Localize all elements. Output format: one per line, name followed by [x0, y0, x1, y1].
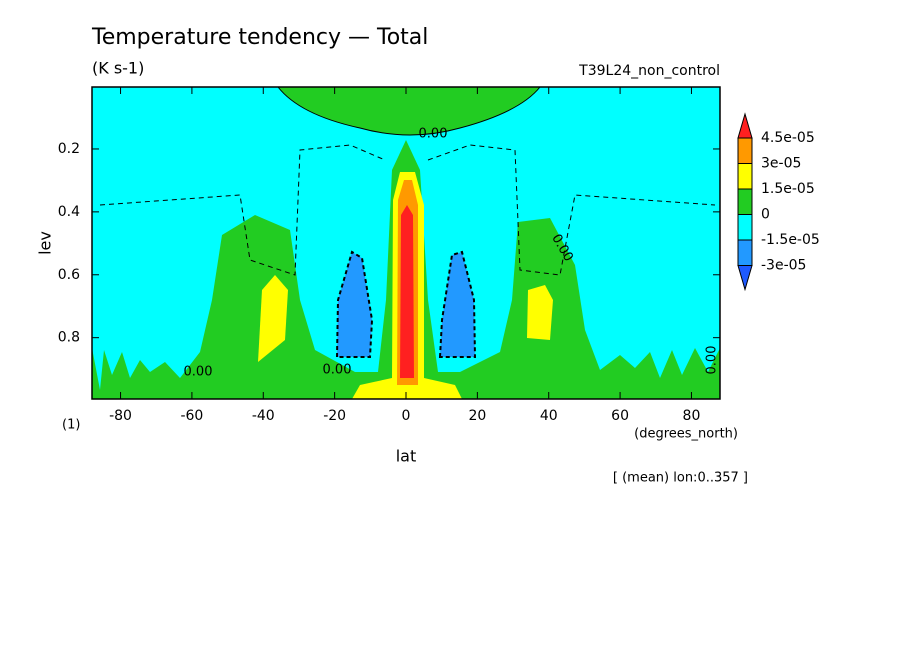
y-tick-label: 0.8	[58, 330, 80, 346]
footnote: [ (mean) lon:0..357 ]	[613, 471, 748, 486]
x-tick-label: -40	[252, 408, 275, 424]
chart-title: Temperature tendency — Total	[91, 25, 428, 50]
colorbar-label: 0	[761, 207, 770, 223]
chart-subtitle: (K s-1)	[92, 59, 144, 78]
region	[258, 275, 288, 362]
x-tick-label: -20	[323, 408, 346, 424]
colorbar-band	[737, 214, 753, 241]
x-axis-label: lat	[396, 447, 417, 466]
plot-area: 0.000.00 0.000.000.00	[92, 86, 720, 399]
x-tick-label: 0	[402, 408, 411, 424]
region	[337, 252, 372, 357]
colorbar-band	[737, 137, 753, 164]
region	[400, 205, 414, 378]
y-tick-label: 0.6	[58, 267, 80, 283]
colorbar-label: 3e-05	[761, 156, 801, 172]
colorbar-label: -1.5e-05	[761, 232, 820, 248]
x-tick-label: 60	[611, 408, 629, 424]
x-tick-label: 20	[468, 408, 486, 424]
colorbar-band	[737, 188, 753, 215]
x-tick-label: 40	[540, 408, 558, 424]
contour-label: 0.00	[184, 365, 213, 380]
x-unit: (degrees_north)	[634, 427, 738, 442]
contour-label: 0.00	[323, 363, 352, 378]
colorbar-arrow	[737, 265, 753, 292]
contour-label: 0.00	[705, 346, 720, 375]
colorbar-band	[737, 239, 753, 266]
colorbar-label: 4.5e-05	[761, 130, 815, 146]
colorbar-arrow	[737, 112, 753, 139]
y-tick-label: 0.4	[58, 204, 80, 220]
region	[527, 285, 553, 340]
contour-label: 0.00	[419, 127, 448, 142]
x-tick-label: 80	[683, 408, 701, 424]
y-tick-label: 0.2	[58, 141, 80, 157]
run-label: T39L24_non_control	[578, 63, 720, 79]
y-axis-label: lev	[36, 231, 55, 255]
x-tick-label: -80	[109, 408, 132, 424]
x-tick-label: -60	[180, 408, 203, 424]
colorbar-label: 1.5e-05	[761, 181, 815, 197]
colorbar-band	[737, 163, 753, 190]
contour-lines	[99, 86, 716, 358]
colorbar-label: -3e-05	[761, 258, 806, 274]
y-unit: (1)	[62, 418, 80, 433]
region	[278, 87, 540, 135]
